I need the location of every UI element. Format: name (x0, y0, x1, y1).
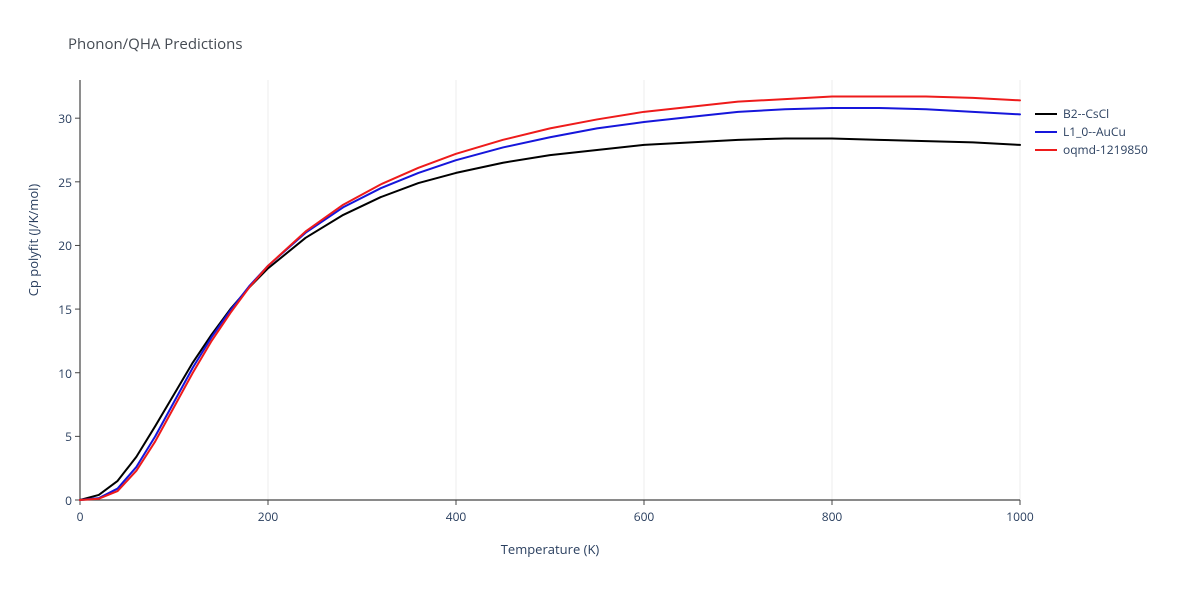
x-tick-label: 800 (812, 508, 852, 525)
y-tick-label: 5 (65, 428, 72, 445)
legend-swatch (1035, 149, 1057, 151)
y-tick-label: 0 (65, 492, 72, 509)
x-tick-label: 0 (60, 508, 100, 525)
y-tick-label: 30 (58, 110, 72, 127)
legend-label: oqmd-1219850 (1063, 141, 1148, 158)
y-tick-label: 20 (58, 237, 72, 254)
x-tick-label: 400 (436, 508, 476, 525)
x-tick-label: 600 (624, 508, 664, 525)
x-tick-label: 1000 (1000, 508, 1040, 525)
legend-label: L1_0--AuCu (1063, 123, 1126, 140)
y-tick-label: 10 (58, 365, 72, 382)
legend-item[interactable]: oqmd-1219850 (1035, 141, 1148, 158)
legend-swatch (1035, 113, 1057, 115)
series-line[interactable] (80, 139, 1020, 500)
y-tick-label: 25 (58, 174, 72, 191)
x-tick-label: 200 (248, 508, 288, 525)
series-line[interactable] (80, 97, 1020, 500)
x-axis-label: Temperature (K) (80, 540, 1020, 558)
legend-swatch (1035, 131, 1057, 133)
series-line[interactable] (80, 108, 1020, 500)
y-tick-label: 15 (58, 301, 72, 318)
legend-item[interactable]: L1_0--AuCu (1035, 123, 1126, 140)
y-axis-label: Cp polyfit (J/K/mol) (24, 80, 42, 400)
legend-label: B2--CsCl (1063, 105, 1109, 122)
legend-item[interactable]: B2--CsCl (1035, 105, 1109, 122)
